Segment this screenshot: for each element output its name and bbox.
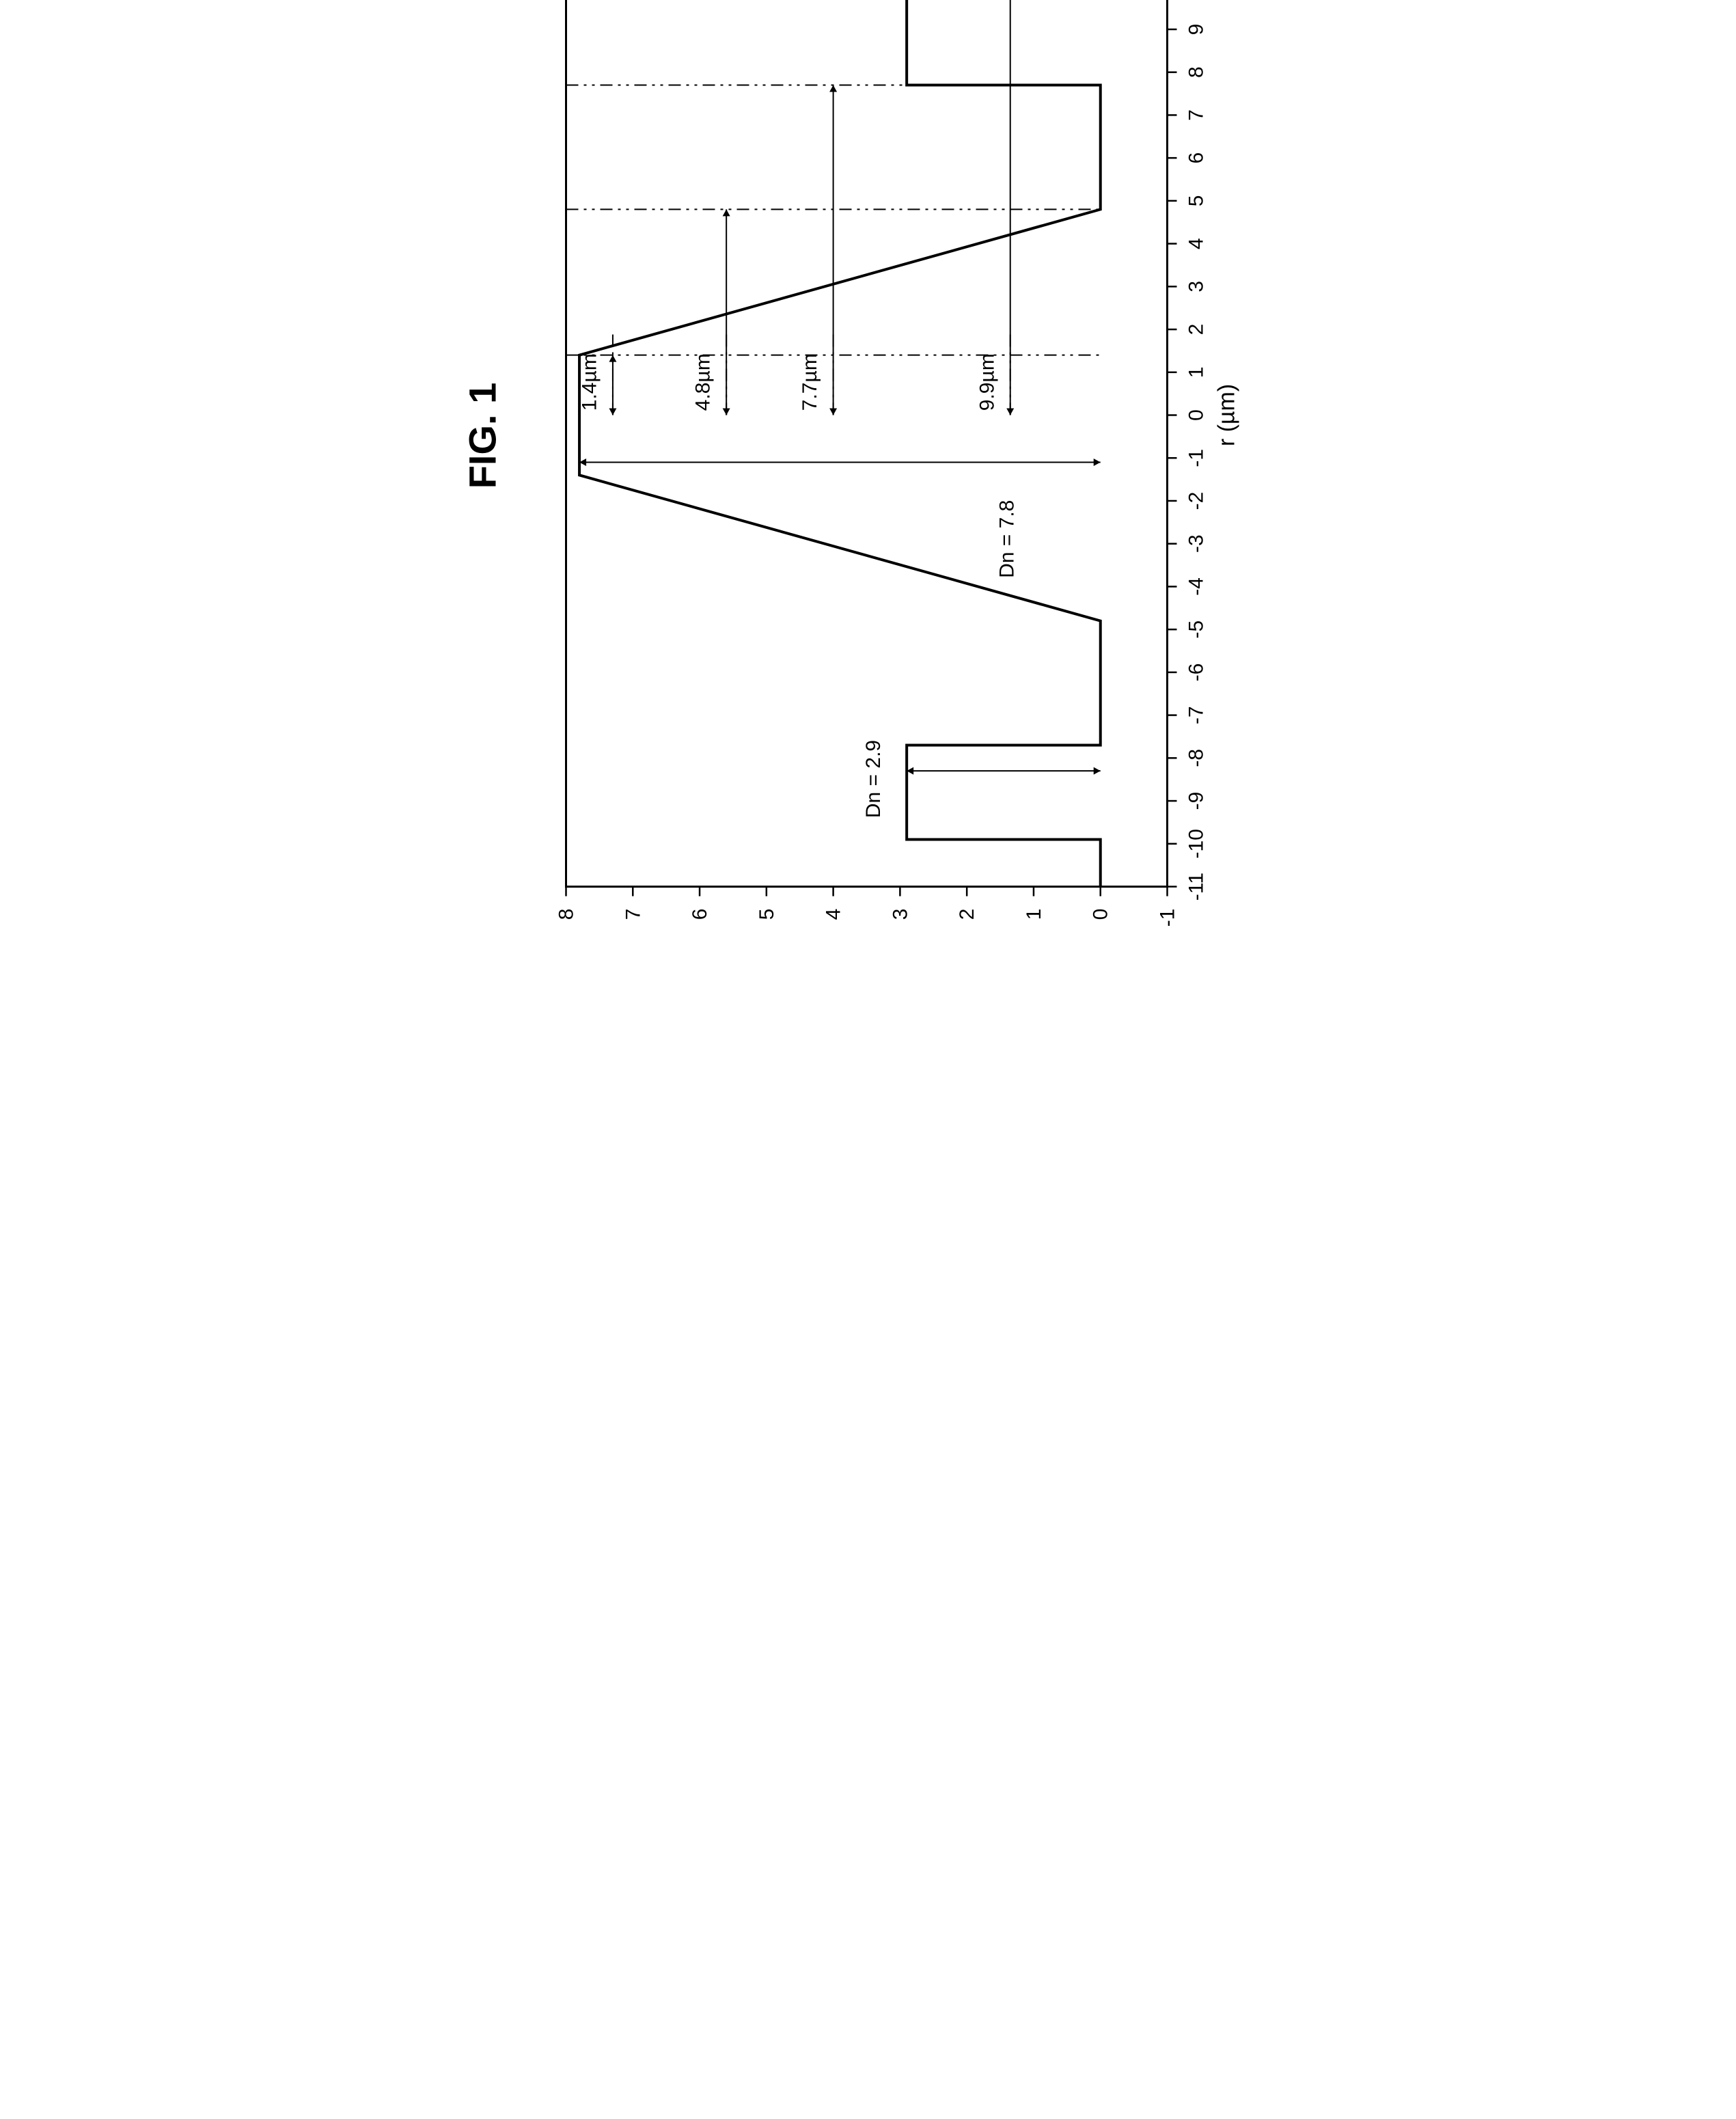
- xtick-label: 8: [1185, 66, 1207, 78]
- xtick-label: -8: [1185, 749, 1207, 767]
- ytick-label: 7: [622, 909, 644, 920]
- dn-label: Dn = 7.8: [995, 500, 1018, 578]
- ytick-label: 4: [822, 909, 844, 920]
- dimension-label: 9.9µm: [976, 353, 998, 411]
- dimension-label: 7.7µm: [799, 353, 821, 411]
- xtick-label: -5: [1185, 620, 1207, 639]
- xtick-label: 3: [1185, 281, 1207, 292]
- ytick-label: 8: [555, 909, 577, 920]
- dimension-label: 1.4µm: [578, 353, 601, 411]
- xtick-label: 6: [1185, 152, 1207, 164]
- ytick-label: 3: [889, 909, 911, 920]
- xtick-label: -4: [1185, 577, 1207, 596]
- ytick-label: 2: [956, 909, 978, 920]
- chart-svg: -11-10-9-8-7-6-5-4-3-2-101234567891011-1…: [525, 0, 1276, 983]
- xtick-label: -6: [1185, 664, 1207, 682]
- xtick-label: -11: [1185, 873, 1207, 901]
- xtick-label: 9: [1185, 24, 1207, 36]
- ytick-label: 6: [689, 909, 711, 920]
- dn-label: Dn = 2.9: [862, 740, 885, 818]
- ytick-label: 5: [755, 909, 777, 920]
- ytick-label: 1: [1022, 909, 1045, 920]
- xtick-label: -7: [1185, 706, 1207, 724]
- dimension-label: 4.8µm: [691, 353, 714, 411]
- ytick-label: 0: [1089, 909, 1112, 920]
- x-axis-label: r (µm): [1213, 384, 1239, 446]
- figure-container: FIG. 1 -11-10-9-8-7-6-5-4-3-2-1012345678…: [460, 0, 1276, 983]
- xtick-label: -10: [1185, 829, 1207, 858]
- xtick-label: 5: [1185, 195, 1207, 207]
- xtick-label: -1: [1185, 449, 1207, 467]
- xtick-label: 2: [1185, 324, 1207, 336]
- xtick-label: 4: [1185, 238, 1207, 249]
- xtick-label: -3: [1185, 534, 1207, 553]
- ytick-label: -1: [1156, 909, 1179, 927]
- figure-title: FIG. 1: [460, 0, 504, 983]
- xtick-label: 7: [1185, 109, 1207, 121]
- xtick-label: 1: [1185, 366, 1207, 378]
- xtick-label: 0: [1185, 409, 1207, 421]
- profile-line: [579, 0, 1101, 887]
- xtick-label: -2: [1185, 492, 1207, 510]
- xtick-label: -9: [1185, 792, 1207, 810]
